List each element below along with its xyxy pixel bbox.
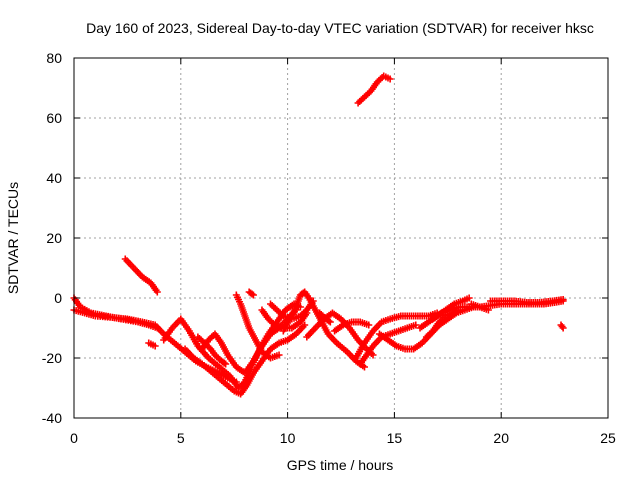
data-point — [369, 351, 377, 359]
y-tick-label: 0 — [54, 290, 62, 306]
data-point — [365, 321, 373, 329]
y-tick-label: 60 — [46, 110, 62, 126]
data-point — [386, 75, 394, 83]
data-point — [559, 296, 567, 303]
data-point — [360, 363, 368, 371]
y-tick-label: 20 — [46, 230, 62, 246]
y-axis-label: SDTVAR / TECUs — [5, 182, 21, 294]
series-trace-6 — [181, 321, 309, 398]
data-point — [275, 351, 283, 359]
x-tick-label: 5 — [177, 430, 185, 446]
series-trace-25 — [557, 321, 567, 332]
data-point — [248, 290, 256, 298]
series-trace-24 — [467, 300, 492, 314]
y-tick-label: -40 — [42, 410, 62, 426]
series-trace-9 — [232, 291, 283, 362]
data-point — [325, 317, 333, 325]
data-point — [465, 294, 473, 302]
series-trace-19 — [375, 303, 477, 353]
x-axis-label: GPS time / hours — [287, 457, 394, 473]
data-point — [559, 324, 567, 332]
data-point — [222, 360, 230, 368]
x-tick-label: 15 — [387, 430, 403, 446]
data-point — [153, 288, 161, 296]
x-tick-label: 25 — [600, 430, 616, 446]
data-point — [220, 359, 228, 367]
data-point — [484, 306, 492, 314]
series-trace-14 — [303, 309, 377, 359]
data-point — [412, 321, 420, 329]
grid-lines — [74, 58, 608, 418]
series-trace-7 — [194, 333, 230, 368]
series-trace-16 — [331, 318, 373, 335]
data-point — [326, 318, 334, 326]
y-tick-label: 80 — [46, 50, 62, 66]
chart-title: Day 160 of 2023, Sidereal Day-to-day VTE… — [86, 20, 594, 36]
series-trace-15 — [316, 309, 334, 326]
data-point — [558, 323, 566, 330]
series-trace-10 — [245, 288, 257, 299]
x-tick-label: 0 — [70, 430, 78, 446]
axis-ticks: 0 5 10 15 20 25 -40 -20 0 20 40 60 80 — [42, 50, 616, 446]
y-tick-label: -20 — [42, 350, 62, 366]
x-tick-label: 10 — [280, 430, 296, 446]
series-trace-3 — [121, 255, 161, 296]
data-point — [301, 321, 309, 329]
data-point — [249, 291, 257, 299]
data-points — [70, 72, 567, 398]
x-tick-label: 20 — [493, 430, 509, 446]
series-trace-23 — [487, 296, 567, 306]
data-point — [151, 342, 159, 350]
series-trace-26 — [354, 72, 394, 107]
y-tick-label: 40 — [46, 170, 62, 186]
series-trace-4 — [145, 339, 159, 350]
